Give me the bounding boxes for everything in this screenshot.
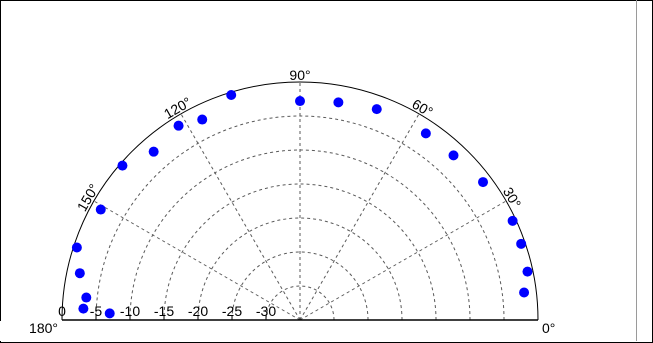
data-point: [420, 128, 431, 139]
radial-tick-label: -20: [188, 303, 208, 319]
data-point: [148, 146, 159, 157]
data-points: [71, 90, 533, 319]
data-point: [104, 308, 115, 319]
data-point: [95, 204, 106, 215]
data-point: [371, 104, 382, 115]
data-point: [117, 160, 128, 171]
angle-label: 0°: [542, 320, 555, 336]
grid-spoke: [180, 113, 301, 321]
data-point: [71, 242, 82, 253]
angle-label: 90°: [289, 67, 310, 83]
radial-tick-label: 0: [58, 303, 66, 319]
radial-tick-label: -15: [154, 303, 174, 319]
data-point: [78, 303, 89, 314]
radial-tick-label: -25: [222, 303, 242, 319]
angle-label: 120°: [161, 94, 194, 122]
data-point: [295, 96, 305, 107]
data-point: [519, 287, 530, 298]
grid-ring: [163, 183, 437, 321]
angle-label: 60°: [409, 96, 435, 120]
outer-arc: [61, 81, 539, 321]
angle-label: 30°: [500, 184, 524, 210]
data-point: [507, 215, 518, 226]
data-point: [197, 114, 208, 125]
grid-spoke: [299, 200, 507, 321]
right-rule: [636, 0, 637, 341]
grid-ring: [265, 285, 335, 321]
grid-spoke: [93, 200, 301, 321]
data-point: [173, 120, 184, 131]
axis-layer: [61, 81, 539, 321]
bottom-band: [0, 321, 651, 341]
angle-labels: 0°30°60°90°120°150°180°: [29, 67, 555, 336]
grid-ring: [197, 217, 403, 321]
data-point: [516, 238, 527, 249]
grid-layer: [93, 82, 507, 321]
radial-tick-labels: 0 -5 -10 -15 -20 -25 -30: [58, 303, 276, 320]
data-point: [333, 97, 344, 108]
angle-label: 180°: [29, 320, 58, 336]
data-point: [478, 177, 489, 188]
radial-tick-label: -10: [120, 303, 140, 319]
data-point: [226, 90, 237, 101]
data-point: [448, 150, 459, 161]
grid-spoke: [299, 113, 420, 321]
grid-ring: [231, 251, 369, 321]
data-point: [81, 292, 92, 303]
data-point: [522, 266, 533, 277]
radial-tick-label: -5: [90, 303, 103, 319]
data-point: [74, 268, 85, 279]
radial-tick-label: -30: [256, 303, 276, 319]
